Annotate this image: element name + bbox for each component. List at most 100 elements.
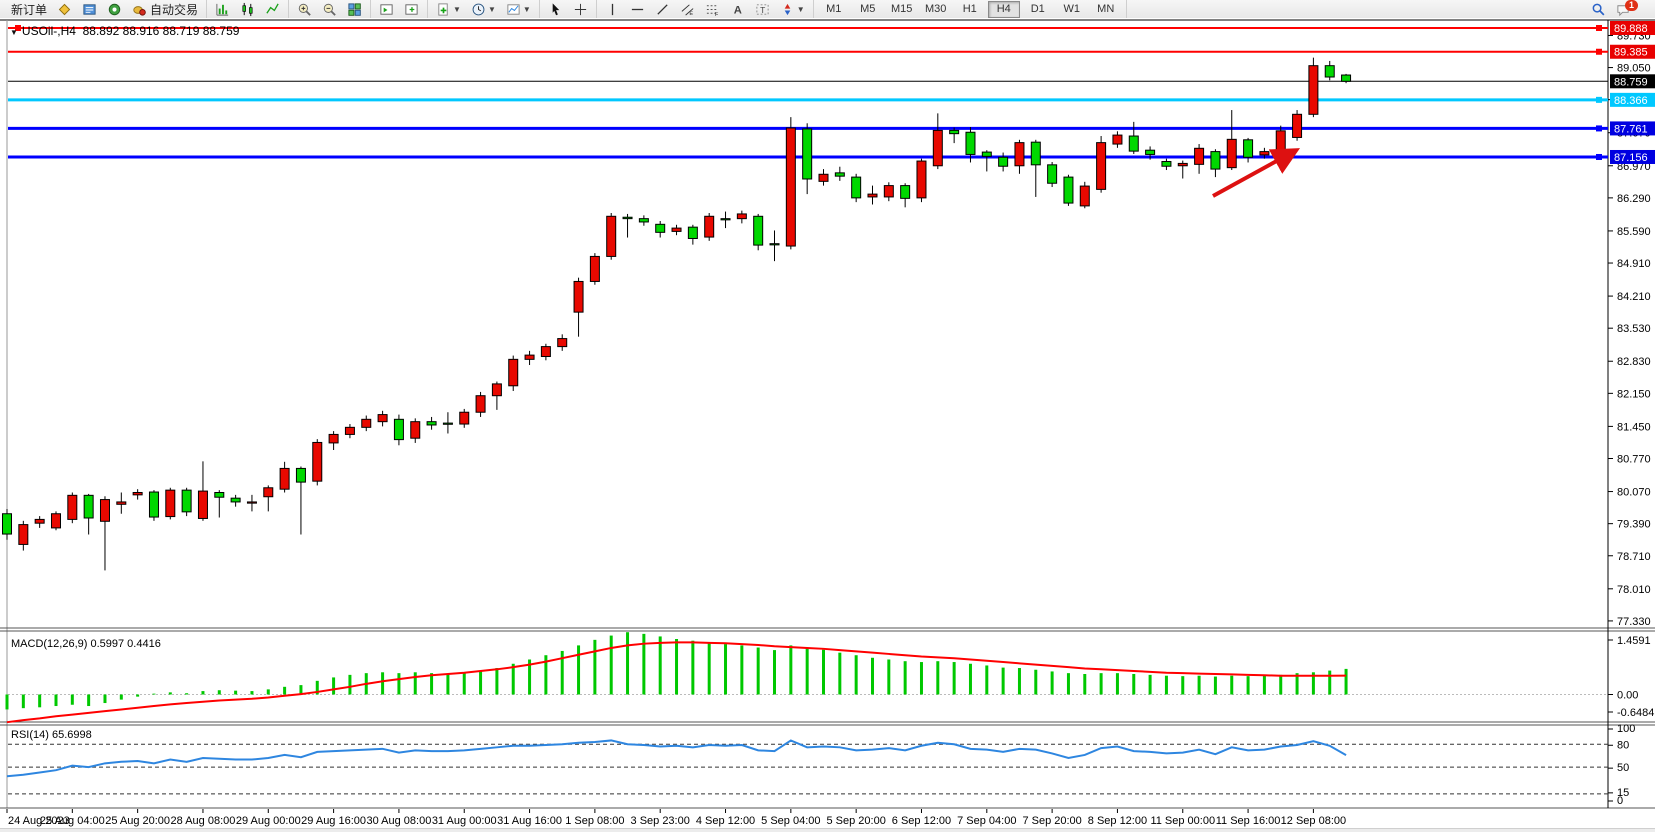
new-order-button[interactable]: 新订单 — [4, 0, 51, 18]
text-button[interactable]: A — [726, 0, 749, 18]
timeframe-m1-button[interactable]: M1 — [826, 2, 842, 15]
chevron-down-icon[interactable]: ▼ — [453, 4, 461, 14]
text-label-button[interactable]: T — [751, 0, 774, 18]
timeframe-m30-button[interactable]: M30 — [925, 2, 947, 15]
trendline-button[interactable] — [651, 0, 674, 18]
navigator-button[interactable] — [103, 0, 126, 18]
chevron-down-icon[interactable]: ▼ — [796, 4, 805, 14]
macd-axis-label: 1.4591 — [1617, 635, 1651, 647]
candle-chart-icon — [240, 2, 255, 17]
date-tick-label: 29 Aug 00:00 — [236, 815, 301, 827]
new-order-button-label: 新订单 — [11, 2, 48, 17]
notifications-button[interactable]: 1 — [1612, 0, 1648, 18]
macd-axis-label: -0.6484 — [1617, 707, 1654, 719]
bar-chart-button[interactable] — [211, 0, 234, 18]
price-badge — [1610, 74, 1655, 89]
zoom-in-button[interactable] — [293, 0, 316, 18]
timeframe-w1-button[interactable]: W1 — [1063, 2, 1080, 15]
hline-handle-right — [1596, 153, 1602, 160]
text-label-icon: T — [755, 2, 770, 17]
search-icon — [1591, 2, 1606, 17]
period-icon — [471, 2, 486, 17]
candle-body — [720, 218, 731, 221]
market-watch-button[interactable] — [78, 0, 101, 18]
chevron-down-icon[interactable]: ▼ — [522, 4, 531, 14]
chevron-down-icon[interactable]: ▼ — [487, 4, 496, 14]
candle-body — [18, 524, 29, 545]
search-button[interactable] — [1587, 0, 1610, 18]
candle-body — [410, 421, 421, 439]
candle-body — [508, 358, 519, 387]
timeframe-h4-button[interactable]: H4 — [987, 0, 1020, 18]
price-tick-label: 78.010 — [1617, 584, 1651, 596]
candle-body — [34, 518, 45, 524]
price-tick-label: 77.330 — [1617, 616, 1651, 628]
timeframe-h1-button[interactable]: H1 — [962, 2, 977, 15]
timeframe-d1-button[interactable]: D1 — [1030, 2, 1045, 15]
candle-body — [361, 418, 372, 428]
toolbar-group-0: 新订单 自动交易 — [0, 0, 208, 18]
chart-canvas[interactable]: 89.73089.05088.37087.67086.97086.29085.5… — [0, 18, 1655, 828]
new-chart-button[interactable]: ▼ — [432, 0, 465, 18]
candle-body — [459, 411, 470, 425]
candle-body — [1030, 141, 1041, 166]
new-chart-icon — [436, 2, 451, 17]
charts-diamond-button[interactable] — [53, 0, 76, 18]
price-badge — [1610, 21, 1655, 35]
template-button[interactable]: ▼ — [502, 0, 535, 18]
candle-body — [393, 418, 404, 441]
status-bar — [0, 828, 1655, 832]
price-badge-label: 87.156 — [1614, 152, 1648, 164]
chart-window[interactable]: 89.73089.05088.37087.67086.97086.29085.5… — [0, 18, 1655, 828]
channel-button[interactable]: E — [676, 0, 699, 18]
crosshair-button[interactable] — [569, 0, 592, 18]
indicator-window-add-button[interactable] — [400, 0, 423, 18]
candle-body — [834, 172, 845, 177]
hline-button[interactable] — [626, 0, 649, 18]
date-tick-label: 11 Sep 00:00 — [1150, 815, 1215, 827]
candle-body — [1259, 151, 1270, 156]
tile-windows-button[interactable] — [343, 0, 366, 18]
price-tick-label: 83.530 — [1617, 323, 1651, 335]
date-tick-label: 1 Sep 08:00 — [565, 815, 624, 827]
date-tick-label: 5 Sep 04:00 — [761, 815, 820, 827]
timeframe-mn-button[interactable]: MN — [1097, 2, 1115, 15]
autotrade-button[interactable]: 自动交易 — [128, 0, 202, 18]
macd-axis-label: 0.00 — [1617, 690, 1638, 702]
candle-body — [981, 151, 992, 157]
candle-body — [426, 421, 437, 426]
date-tick-label: 29 Aug 16:00 — [301, 815, 366, 827]
candle-chart-button[interactable] — [236, 0, 259, 18]
line-chart-button[interactable] — [261, 0, 284, 18]
arrows-icon — [780, 2, 795, 17]
candle-body — [1177, 162, 1188, 167]
timeframe-m15-button[interactable]: M15 — [891, 2, 913, 15]
candle-body — [475, 395, 486, 413]
zoom-out-button[interactable] — [318, 0, 341, 18]
fibonacci-button[interactable]: F — [701, 0, 724, 18]
timeframe-m5-button[interactable]: M5 — [860, 2, 876, 15]
indicator-window-button[interactable] — [375, 0, 398, 18]
date-tick-label: 7 Sep 04:00 — [957, 815, 1016, 827]
candle-body — [181, 489, 192, 513]
price-badge-label: 88.759 — [1614, 76, 1648, 88]
crosshair-icon — [573, 2, 588, 17]
rsi-axis-label: 15 — [1617, 787, 1629, 799]
candle-body — [557, 338, 568, 348]
svg-text:E: E — [689, 11, 693, 17]
candle-body — [573, 280, 584, 313]
fibonacci-icon: F — [705, 2, 720, 17]
candle-body — [671, 227, 682, 232]
price-badge — [1610, 121, 1655, 136]
cursor-button[interactable] — [544, 0, 567, 18]
date-tick-label: 28 Aug 08:00 — [171, 815, 236, 827]
candle-body — [295, 467, 306, 483]
candle-body — [1112, 134, 1123, 145]
period-button[interactable]: ▼ — [467, 0, 500, 18]
candle-body — [883, 185, 894, 198]
arrows-button[interactable]: ▼ — [776, 0, 809, 18]
zoom-in-icon — [297, 2, 312, 17]
price-badge — [1610, 149, 1655, 164]
vline-button[interactable] — [601, 0, 624, 18]
symbol-dropdown-icon[interactable]: ▼ — [10, 28, 18, 37]
